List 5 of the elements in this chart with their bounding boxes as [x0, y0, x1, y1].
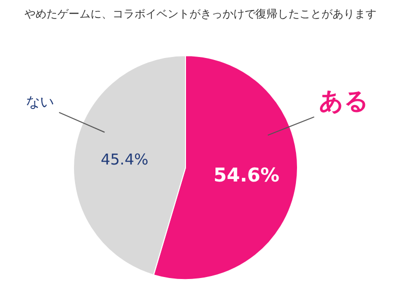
chart-title: やめたゲームに、コラボイベントがきっかけで復帰したことがあります: [24, 8, 376, 20]
slice-label: ない: [26, 94, 54, 111]
data-label: 54.6%: [214, 164, 280, 187]
slice-label: ある: [319, 87, 370, 116]
data-label: 45.4%: [100, 150, 148, 168]
